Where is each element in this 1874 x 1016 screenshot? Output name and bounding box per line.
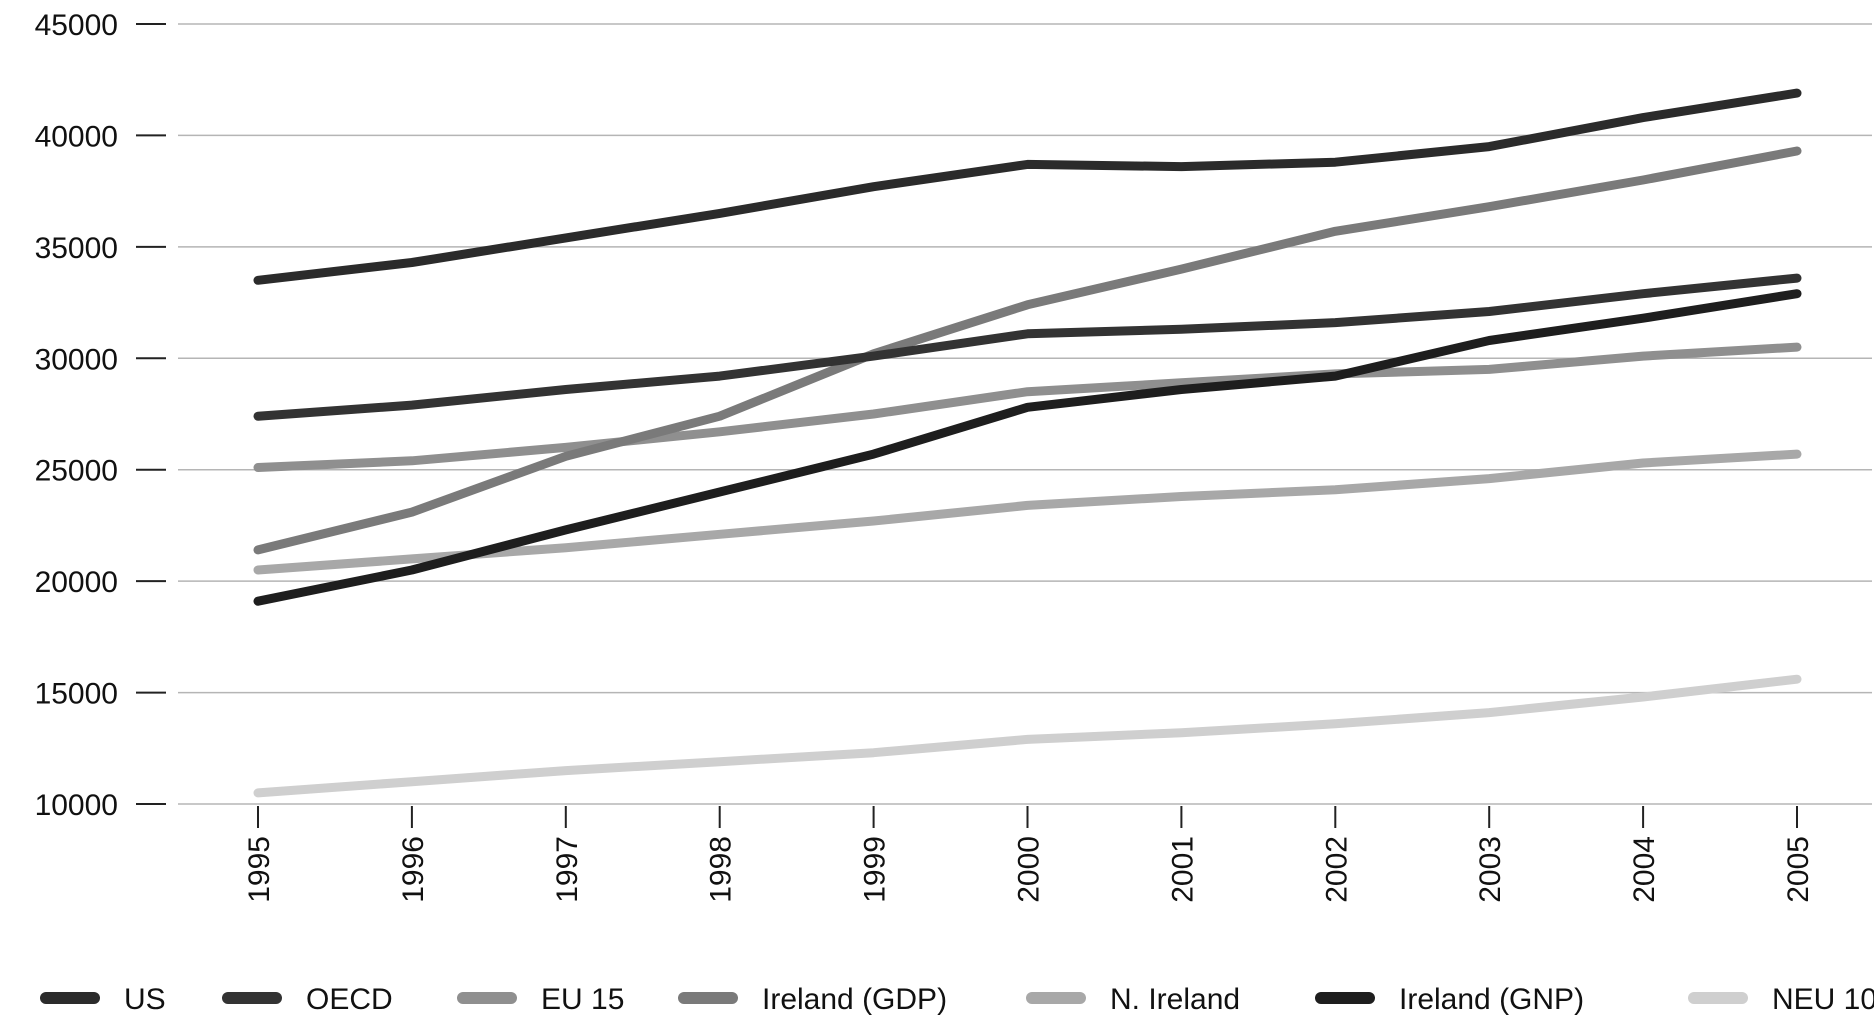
legend-label: OECD xyxy=(306,983,393,1016)
y-tick-label: 45000 xyxy=(35,9,118,42)
legend-label: Ireland (GNP) xyxy=(1399,983,1584,1016)
x-tick-label: 2003 xyxy=(1474,836,1507,903)
legend-label: US xyxy=(124,983,166,1016)
legend-label: N. Ireland xyxy=(1110,983,1240,1016)
y-tick-label: 40000 xyxy=(35,120,118,153)
series-line-ireland-gnp xyxy=(253,289,1802,606)
legend-label: NEU 10 xyxy=(1772,983,1874,1016)
y-tick-label: 10000 xyxy=(35,789,118,822)
y-tick-label: 35000 xyxy=(35,232,118,265)
x-axis: 1995 1996 1997 1998 1999 2000 2001 2002 2003 2004… xyxy=(243,806,1815,903)
x-tick-label: 1997 xyxy=(551,836,584,903)
y-axis: 10000 15000 20000 25000 30000 35000 40000 45000 xyxy=(35,9,166,822)
x-tick-label: 2002 xyxy=(1320,836,1353,903)
series-line-us xyxy=(253,88,1802,285)
x-tick-label: 1995 xyxy=(243,836,276,903)
x-tick-label: 2004 xyxy=(1628,836,1661,903)
legend-label: EU 15 xyxy=(541,983,624,1016)
x-tick-label: 1996 xyxy=(397,836,430,903)
x-tick-label: 2005 xyxy=(1782,836,1815,903)
legend: US OECD EU 15 Ireland (GDP) N. Ireland Irelan… xyxy=(40,983,1874,1016)
y-tick-label: 30000 xyxy=(35,343,118,376)
legend-label: Ireland (GDP) xyxy=(762,983,947,1016)
series-lines xyxy=(253,88,1802,798)
x-tick-label: 2001 xyxy=(1166,836,1199,903)
y-tick-label: 20000 xyxy=(35,566,118,599)
gridlines xyxy=(178,23,1872,805)
series-line-oecd xyxy=(253,273,1802,421)
x-tick-label: 1998 xyxy=(705,836,738,903)
y-tick-label: 15000 xyxy=(35,678,118,711)
x-tick-label: 2000 xyxy=(1013,836,1046,903)
series-line-ireland-gdp xyxy=(253,146,1802,555)
x-tick-label: 1999 xyxy=(859,836,892,903)
series-line-neu-10 xyxy=(253,674,1802,798)
series-line-eu-15 xyxy=(253,342,1802,472)
y-tick-label: 25000 xyxy=(35,455,118,488)
series-line-n-ireland xyxy=(253,449,1802,575)
